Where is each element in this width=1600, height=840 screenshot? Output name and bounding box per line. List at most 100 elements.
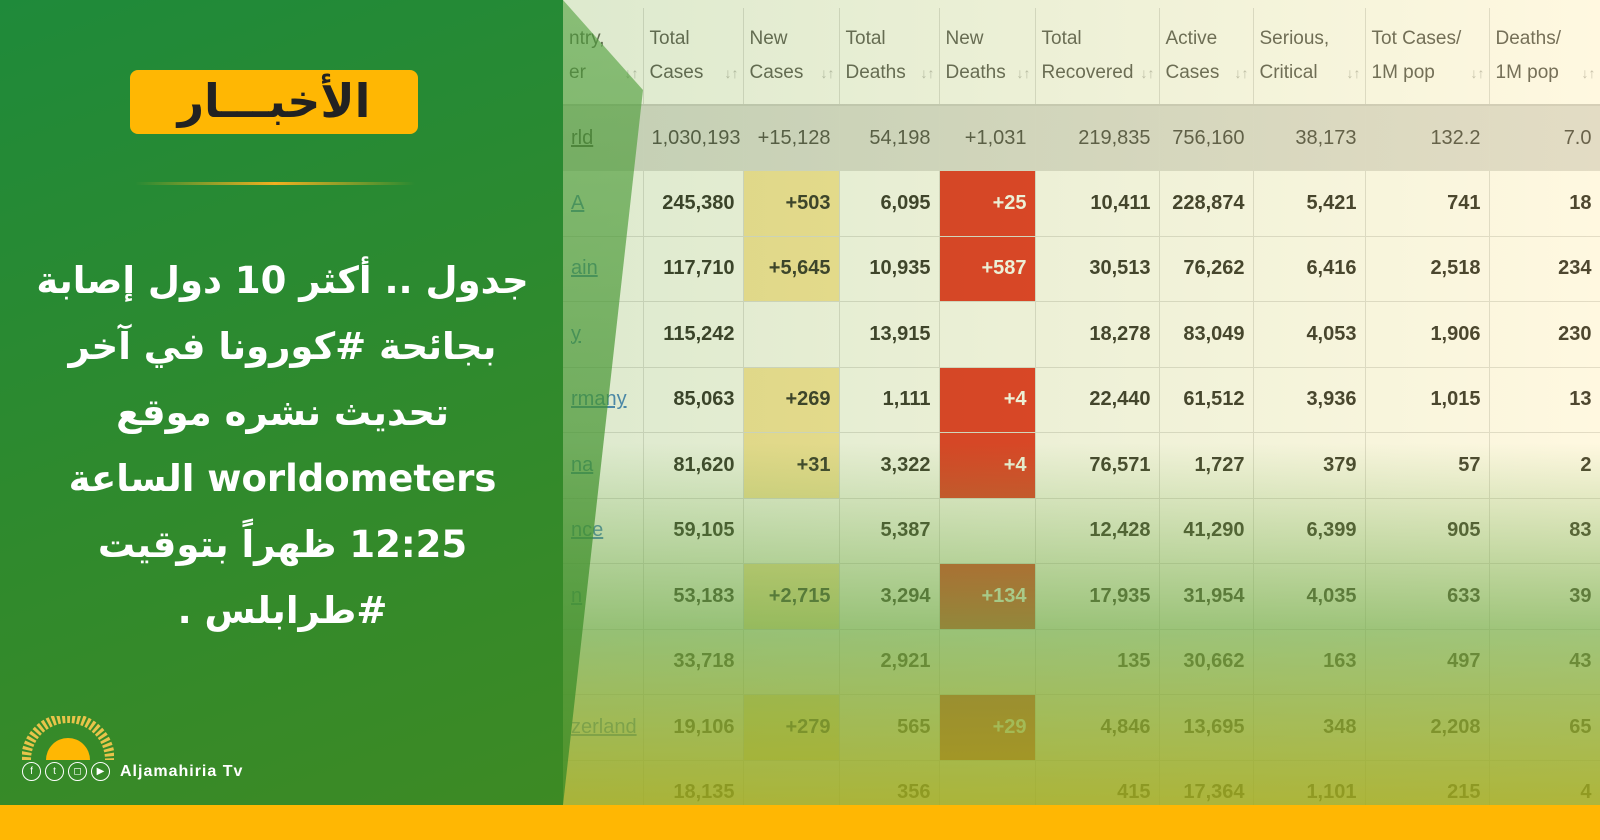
table-cell: +29	[939, 694, 1036, 761]
left-panel: الأخبـــار جدول .. أكثر 10 دول إصابة بجا…	[0, 0, 563, 805]
table-cell: 54,198	[839, 105, 940, 171]
table-cell[interactable]: zerland	[563, 694, 644, 761]
table-cell: 22,440	[1035, 367, 1160, 433]
table-cell: 2,208	[1365, 694, 1490, 761]
covid-table-image: ntry,er↓↑TotalCases↓↑NewCases↓↑TotalDeat…	[563, 0, 1600, 805]
table-cell: 18	[1489, 170, 1600, 237]
table-cell: 13,915	[839, 301, 940, 368]
table-cell: 1,111	[839, 367, 940, 433]
table-cell: 228,874	[1159, 170, 1254, 237]
table-cell: +587	[939, 236, 1036, 302]
youtube-icon[interactable]: ▶	[91, 762, 110, 781]
sort-icon[interactable]: ↓↑	[920, 65, 935, 81]
instagram-icon[interactable]: ◻	[68, 762, 87, 781]
column-header[interactable]: Tot Cases/1M pop ↓↑	[1365, 8, 1490, 106]
facebook-icon[interactable]: f	[22, 762, 41, 781]
table-cell: 6,095	[839, 170, 940, 237]
table-cell: 18,278	[1035, 301, 1160, 368]
sort-icon[interactable]: ↓↑	[820, 65, 835, 81]
table-cell[interactable]	[563, 760, 644, 805]
table-row: 33,718 2,921 135 30,662 163 497 43	[563, 629, 1600, 695]
table-cell: 565	[839, 694, 940, 761]
header-label: 1M pop	[1495, 62, 1559, 83]
column-header[interactable]: Total Recovered ↓↑	[1035, 8, 1160, 106]
sort-icon[interactable]: ↓↑	[1346, 65, 1361, 81]
header-label: Tot Cases/	[1371, 28, 1462, 49]
table-cell: 356	[839, 760, 940, 805]
table-cell: 3,294	[839, 563, 940, 630]
header-label: Active	[1165, 28, 1218, 49]
table-cell: +25	[939, 170, 1036, 237]
table-cell	[743, 629, 840, 695]
table-cell: 83,049	[1159, 301, 1254, 368]
table-cell: +5,645	[743, 236, 840, 302]
header-label: Deaths	[845, 62, 906, 83]
sort-icon[interactable]: ↓↑	[724, 65, 739, 81]
table-cell: 219,835	[1035, 105, 1160, 171]
twitter-icon[interactable]: t	[45, 762, 64, 781]
table-cell: 5,421	[1253, 170, 1366, 237]
table-cell: 59,105	[643, 498, 744, 564]
sort-icon[interactable]: ↓↑	[1581, 65, 1596, 81]
table-row: n53,183+2,7153,294+13417,93531,9544,0356…	[563, 563, 1600, 630]
column-header[interactable]: Total Deaths ↓↑	[839, 8, 940, 106]
table-cell: 13,695	[1159, 694, 1254, 761]
table-cell: 348	[1253, 694, 1366, 761]
divider	[135, 182, 415, 185]
table-cell: 1,906	[1365, 301, 1490, 368]
header-label: Total	[649, 28, 690, 49]
table-cell: 115,242	[643, 301, 744, 368]
table-cell	[939, 301, 1036, 368]
table-cell: 3,936	[1253, 367, 1366, 433]
table-cell: 13	[1489, 367, 1600, 433]
table-cell: 2,518	[1365, 236, 1490, 302]
column-header[interactable]: Total Cases ↓↑	[643, 8, 744, 106]
header-label: Cases	[649, 62, 704, 83]
table-cell: 76,262	[1159, 236, 1254, 302]
header-label: Deaths	[945, 62, 1006, 83]
table-cell: 41,290	[1159, 498, 1254, 564]
table-cell: 230	[1489, 301, 1600, 368]
table-cell: 163	[1253, 629, 1366, 695]
header-label: 1M pop	[1371, 62, 1435, 83]
table-cell: 2,921	[839, 629, 940, 695]
table-cell: 65	[1489, 694, 1600, 761]
header-label: Recovered	[1041, 62, 1134, 83]
column-header[interactable]: New Cases ↓↑	[743, 8, 840, 106]
column-header[interactable]: Serious, Critical ↓↑	[1253, 8, 1366, 106]
sort-icon[interactable]: ↓↑	[1016, 65, 1031, 81]
social-links: f t ◻ ▶ Aljamahiria Tv	[22, 762, 243, 781]
table-cell: 633	[1365, 563, 1490, 630]
table-cell: 497	[1365, 629, 1490, 695]
header-label: Total	[1041, 28, 1082, 49]
table-cell: 2	[1489, 432, 1600, 499]
header-label: Deaths/	[1495, 28, 1561, 49]
header-label: Critical	[1259, 62, 1318, 83]
column-header[interactable]: Deaths/1M pop ↓↑	[1489, 8, 1600, 106]
table-row: zerland 19,106 +279 565 +29 4,846 13,695 348 2,2…	[563, 694, 1600, 761]
table-row: rld1,030,193+15,12854,198+1,031219,83575…	[563, 105, 1600, 171]
table-cell: +134	[939, 563, 1036, 630]
table-cell: 57	[1365, 432, 1490, 499]
sort-icon[interactable]: ↓↑	[1140, 65, 1155, 81]
sort-icon[interactable]: ↓↑	[1234, 65, 1249, 81]
table-cell: +1,031	[939, 105, 1036, 171]
header-label: New	[749, 28, 788, 49]
sort-icon[interactable]: ↓↑	[1470, 65, 1485, 81]
table-cell: 117,710	[643, 236, 744, 302]
table-cell: 741	[1365, 170, 1490, 237]
table-cell	[743, 301, 840, 368]
table-row: 18,135 356 415 17,364 1,101 215 4	[563, 760, 1600, 805]
news-badge: الأخبـــار	[130, 70, 418, 134]
table-cell: 30,513	[1035, 236, 1160, 302]
table-cell: 43	[1489, 629, 1600, 695]
table-cell: 379	[1253, 432, 1366, 499]
table-cell: 215	[1365, 760, 1490, 805]
table-cell: 76,571	[1035, 432, 1160, 499]
column-header[interactable]: Active Cases ↓↑	[1159, 8, 1254, 106]
table-cell: 39	[1489, 563, 1600, 630]
table-cell: +31	[743, 432, 840, 499]
column-header[interactable]: New Deaths ↓↑	[939, 8, 1036, 106]
table-cell: 33,718	[643, 629, 744, 695]
